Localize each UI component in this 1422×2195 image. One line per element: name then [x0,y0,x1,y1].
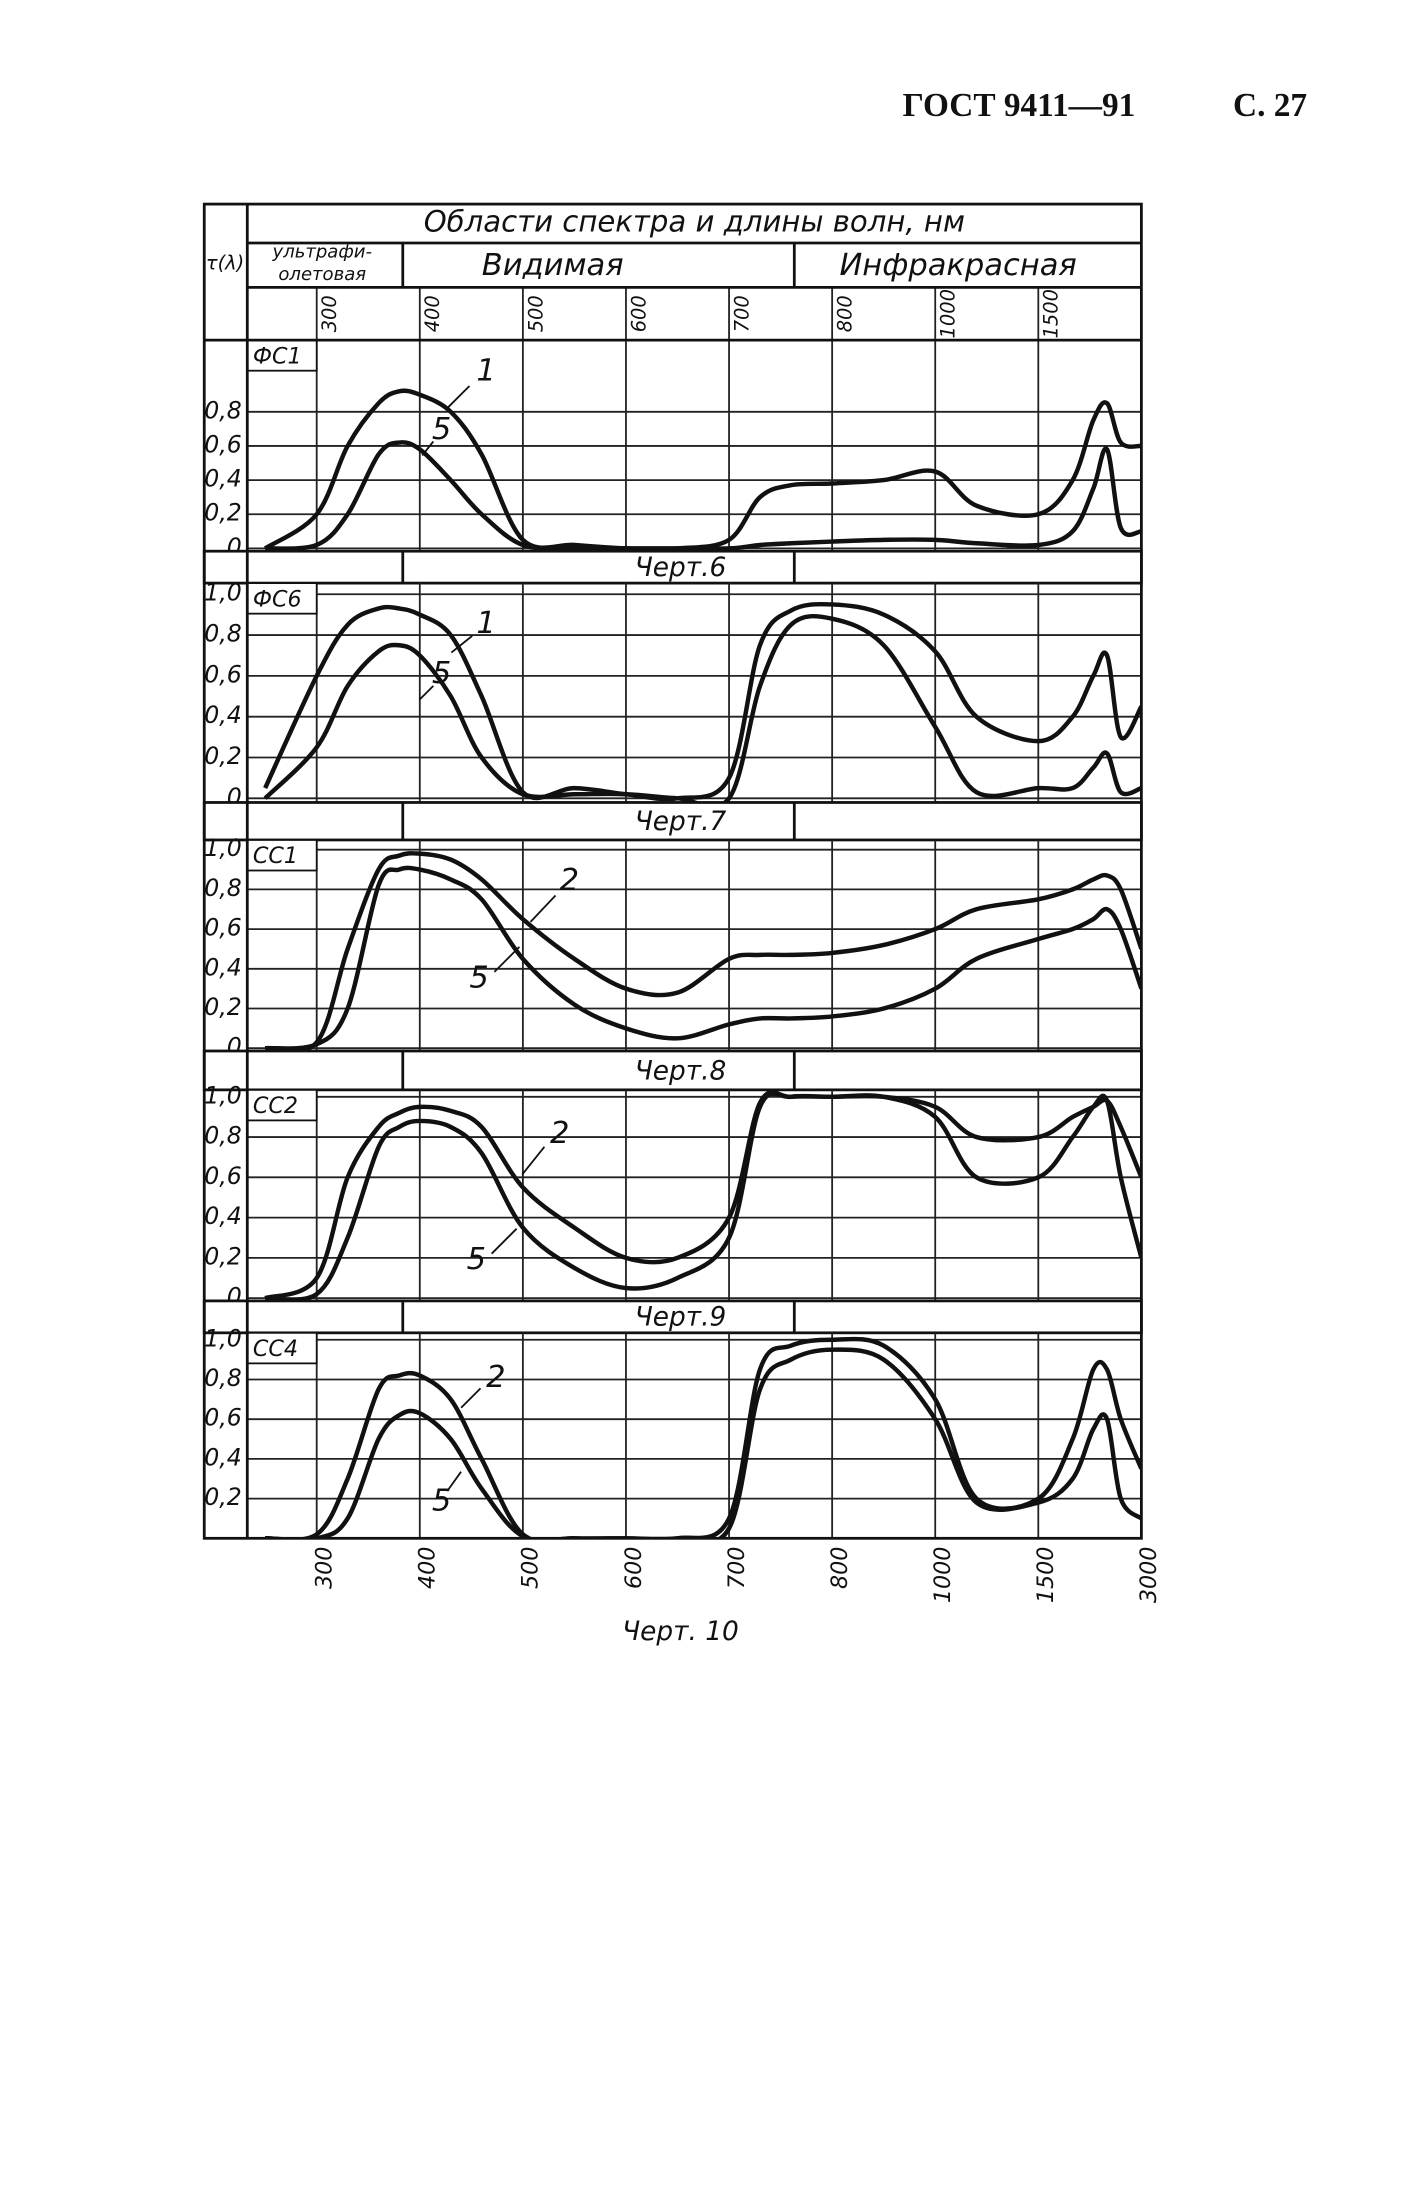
region-infrared: Инфракрасная [839,248,1076,283]
curve-label: 2 [560,863,579,898]
y-tick-label: 0,2 [204,1483,242,1511]
y-tick-label: 0,6 [204,430,242,458]
curve-label: 2 [550,1116,569,1151]
y-tick-label: 0,6 [204,660,242,688]
x-tick-label: 3000 [1136,1547,1162,1604]
glass-box [246,839,318,872]
glass-name: СС2 [253,1093,298,1119]
header-tick-label: 300 [318,295,341,332]
y-tick-label: 0,8 [204,1122,242,1150]
outer-frame [202,202,1143,1540]
curve-label: 5 [467,1242,486,1277]
doc-header: ГОСТ 9411—91 [903,87,1136,124]
header-tick-label: 600 [627,295,650,332]
y-label: τ(λ) [206,251,244,274]
leader-line [460,1387,482,1409]
y-tick-label: 1,0 [204,1081,242,1109]
x-tick-label: 300 [312,1547,338,1589]
curve [265,1347,1142,1539]
curve [263,388,1142,552]
y-tick-label: 0,4 [204,465,242,493]
header-tick-label: 800 [834,295,857,332]
chart-title: Черт.9 [635,1303,727,1333]
y-tick-label: 0,2 [204,993,242,1021]
y-tick-label: 0,2 [204,1242,242,1270]
glass-name: СС4 [253,1336,298,1362]
y-tick-label: 1,0 [204,1324,242,1352]
x-tick-label: 700 [724,1547,750,1589]
leader-line [450,635,473,654]
header-tick-label: 1000 [937,289,960,338]
curve [264,865,1142,1051]
y-tick-label: 0,6 [204,1404,242,1432]
curve [264,851,1142,1051]
leader-line [493,946,521,973]
chart-title: Черт. 10 [622,1617,739,1647]
curve-label: 1 [476,354,495,389]
region-visible: Видимая [482,248,624,283]
y-tick-label: 0,8 [204,396,242,424]
curve-label: 5 [432,1484,451,1519]
glass-name: ФС6 [253,586,302,612]
page-number: С. 27 [1233,87,1307,124]
header-tick-label: 500 [524,295,547,332]
chart-title: Черт.7 [635,807,727,837]
leader-line [446,385,471,409]
leader-line [446,1471,462,1492]
header-tick-label: 400 [421,295,444,332]
glass-box [246,1088,318,1122]
curve [264,1091,1142,1301]
leader-line [521,1146,546,1176]
leader-line [418,685,434,701]
y-tick-label: 0,2 [204,742,242,770]
curve-label: 2 [486,1360,505,1395]
y-tick-label: 1,0 [204,834,242,862]
curve-label: 1 [476,606,495,641]
glass-name: СС1 [253,843,298,869]
y-tick-label: 0,4 [204,1202,242,1230]
x-tick-label: 1000 [930,1547,956,1604]
leader-line [491,1228,518,1255]
title-strip [202,801,1143,842]
region-uv: олетовая [278,264,366,285]
y-tick-label: 0,4 [204,953,242,981]
y-tick-label: 0,2 [204,499,242,527]
table-title: Области спектра и длины волн, нм [424,205,965,239]
leader-line [529,894,557,923]
y-tick-label: 0,6 [204,914,242,942]
x-tick-label: 1500 [1033,1547,1059,1604]
glass-name: ФС1 [253,343,302,369]
curve [264,1090,1142,1301]
curve-label: 5 [432,412,451,447]
glass-box [246,339,318,372]
region-uv: ультрафи- [272,242,372,263]
curve [264,1336,1142,1539]
x-tick-label: 600 [621,1547,647,1589]
x-tick-label: 400 [415,1547,441,1589]
curve [263,613,1142,803]
leader-line [421,440,435,456]
curve [265,440,1142,551]
y-tick-label: 0,4 [204,701,242,729]
x-tick-label: 500 [518,1547,544,1589]
curve-label: 5 [469,960,488,995]
header-tick-label: 1500 [1040,289,1063,338]
table-frame [202,202,1143,1540]
curve [263,601,1142,802]
y-tick-label: 1,0 [204,579,242,607]
y-tick-label: 0,6 [204,1162,242,1190]
glass-box [246,582,318,615]
y-tick-label: 0,8 [204,1364,242,1392]
y-tick-label: 0,8 [204,620,242,648]
y-tick-label: 0,8 [204,874,242,902]
y-tick-label: 0,4 [204,1443,242,1471]
x-tick-label: 800 [827,1547,853,1589]
header-tick-label: 700 [730,295,753,332]
chart-title: Черт.8 [635,1056,727,1086]
chart-title: Черт.6 [635,553,727,583]
curve-label: 5 [432,656,451,691]
